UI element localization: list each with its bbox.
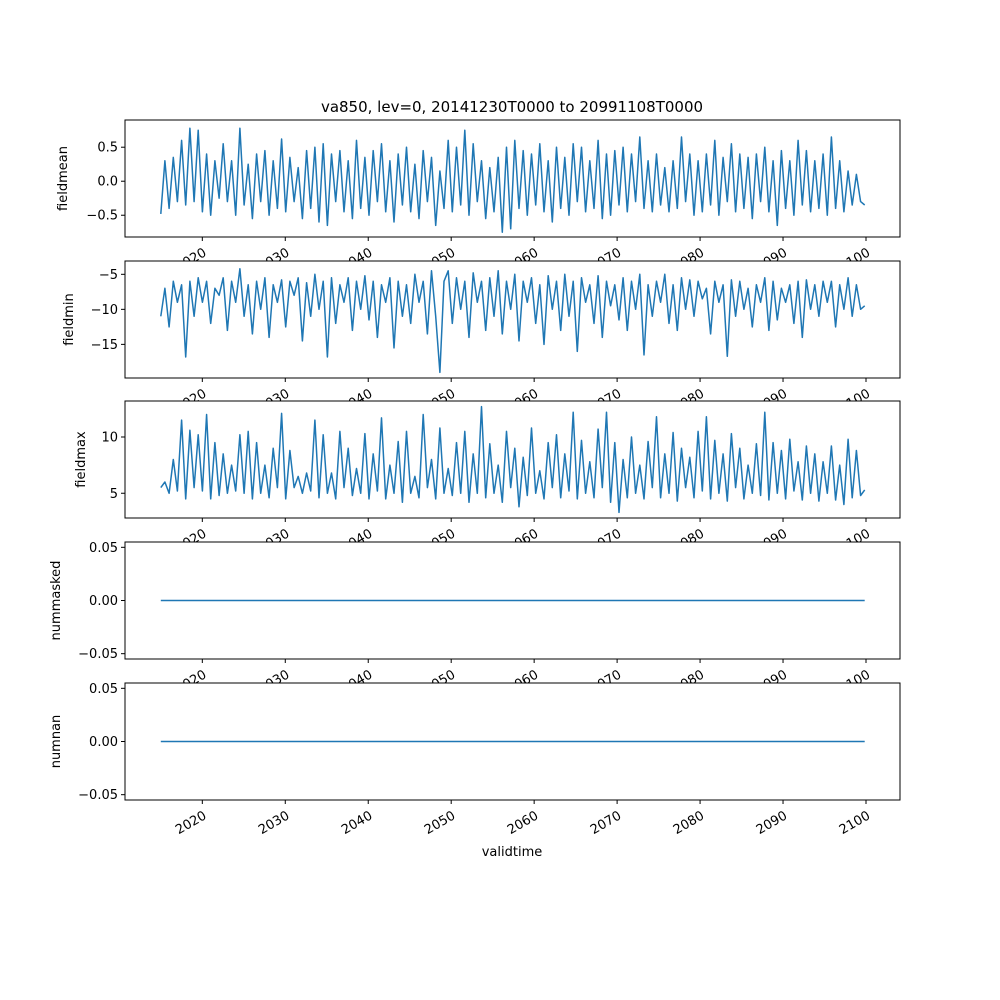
plot-area <box>125 401 900 518</box>
x-tick-label: 2040 <box>339 808 375 838</box>
x-tick-label: 2090 <box>754 808 790 838</box>
y-axis-label: numnan <box>49 715 64 769</box>
y-axis-label: fieldmean <box>56 146 71 211</box>
y-tick-label: −0.5 <box>86 209 118 224</box>
x-tick-label: 2020 <box>173 808 209 838</box>
series-line-fieldmean <box>160 127 866 233</box>
y-tick-label: −0.05 <box>78 647 118 662</box>
panel-fieldmin: −5−10−15fieldmin202020302040205020602070… <box>62 260 901 416</box>
panel-numnan: 0.05 0.00 −0.05 numnan 2020 2030 2040 2050 2060 2… <box>49 682 901 838</box>
x-tick-label: 2080 <box>671 808 707 838</box>
series-line-fieldmax <box>160 405 866 514</box>
axes-frame <box>124 400 901 519</box>
x-axis-label: validtime <box>482 845 543 860</box>
y-tick-label: 0.00 <box>89 735 118 750</box>
x-tick-label: 2060 <box>505 808 541 838</box>
y-tick-label: 10 <box>101 431 118 446</box>
y-axis-label: fieldmax <box>74 431 89 488</box>
y-tick-label: −5 <box>99 268 118 283</box>
y-tick-label: 0.05 <box>89 541 118 556</box>
y-axis-label: fieldmin <box>62 293 77 346</box>
y-tick-label: 0.05 <box>89 682 118 697</box>
x-tick-label: 2030 <box>256 808 292 838</box>
y-tick-label: 0.0 <box>97 175 118 190</box>
chart-title: va850, lev=0, 20141230T0000 to 20991108T… <box>321 98 703 116</box>
x-tick-label: 2050 <box>422 808 458 838</box>
y-tick-label: −10 <box>91 303 118 318</box>
x-tick-label: 2070 <box>588 808 624 838</box>
y-axis-label: nummasked <box>49 561 64 641</box>
y-tick-label: −0.05 <box>78 788 118 803</box>
y-tick-label: 0.5 <box>97 141 118 156</box>
x-tick-label: 2100 <box>837 808 873 838</box>
axes-frame <box>124 119 901 238</box>
y-tick-label: 0.00 <box>89 594 118 609</box>
y-tick-label: −15 <box>91 338 118 353</box>
series-line-fieldmin <box>160 267 866 374</box>
axes-frame <box>124 260 901 379</box>
y-tick-label: 5 <box>110 487 118 502</box>
